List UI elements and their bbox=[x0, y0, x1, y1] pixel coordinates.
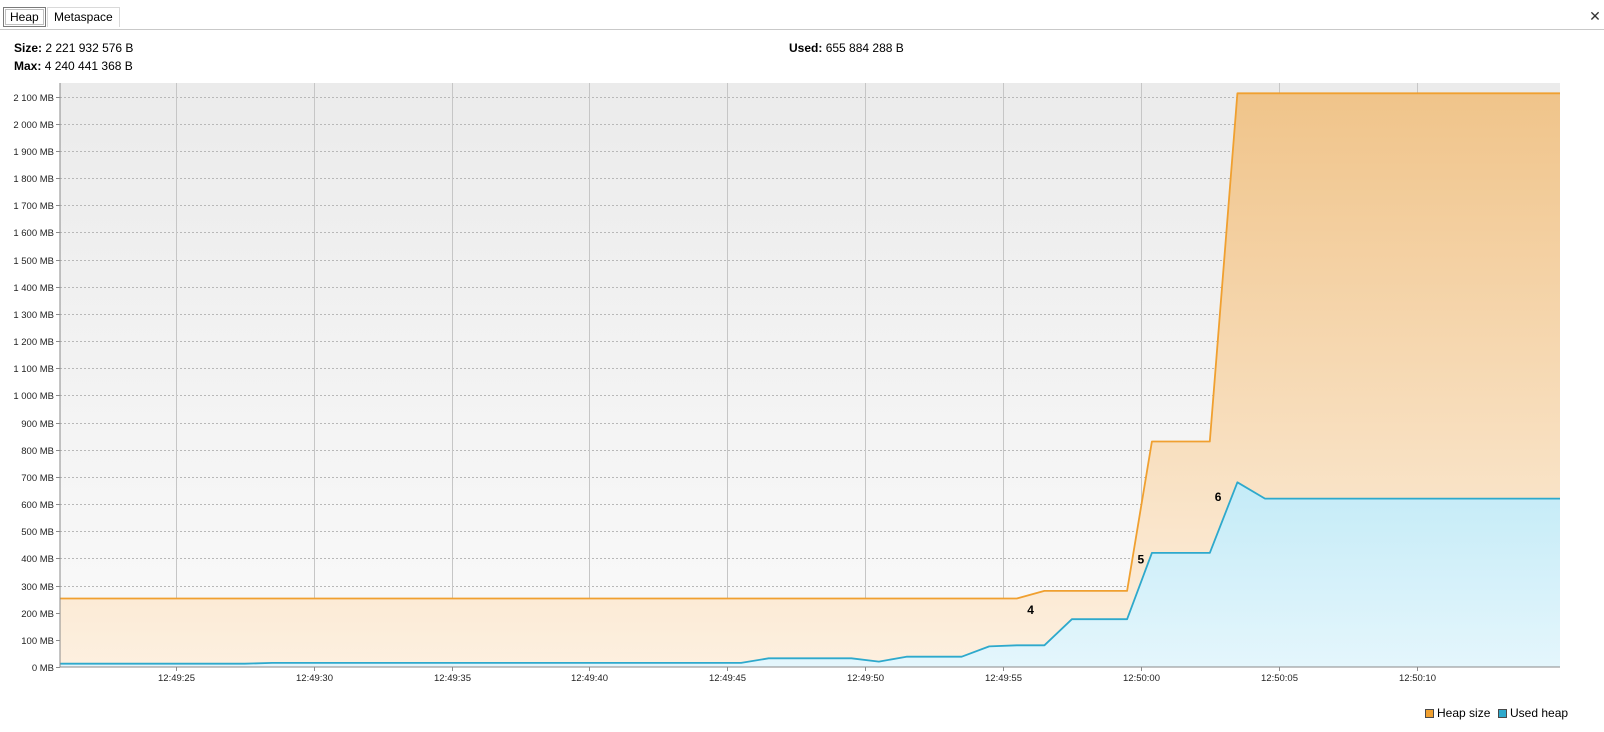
used-heap-area bbox=[60, 482, 1560, 667]
y-tick-label: 300 MB bbox=[21, 582, 54, 593]
x-tick-label: 12:49:45 bbox=[709, 673, 746, 684]
heap-size-swatch bbox=[1425, 709, 1434, 718]
used-value: 655 884 288 B bbox=[825, 41, 904, 55]
annotation-label: 6 bbox=[1215, 490, 1222, 504]
y-tick-label: 700 MB bbox=[21, 473, 54, 484]
x-tick-label: 12:50:00 bbox=[1123, 673, 1160, 684]
y-tick-label: 200 MB bbox=[21, 609, 54, 620]
y-tick-label: 1 800 MB bbox=[13, 174, 54, 185]
x-tick-label: 12:49:55 bbox=[985, 673, 1022, 684]
y-tick-label: 1 100 MB bbox=[13, 364, 54, 375]
y-tick-label: 1 600 MB bbox=[13, 228, 54, 239]
y-tick-label: 1 200 MB bbox=[13, 337, 54, 348]
legend-heap-size-label: Heap size bbox=[1437, 706, 1491, 720]
size-value: 2 221 932 576 B bbox=[45, 41, 134, 55]
y-tick-label: 1 000 MB bbox=[13, 391, 54, 402]
x-tick-label: 12:50:05 bbox=[1261, 673, 1298, 684]
size-label: Size: bbox=[14, 41, 43, 55]
x-tick-label: 12:49:50 bbox=[847, 673, 884, 684]
y-tick-label: 1 300 MB bbox=[13, 310, 54, 321]
heap-chart: 0 MB 100 MB 200 MB 300 MB 400 MB 500 MB 600 MB… bbox=[13, 83, 1560, 684]
y-tick-label: 0 MB bbox=[32, 663, 54, 674]
y-tick-label: 2 100 MB bbox=[13, 93, 54, 104]
used-stat: Used: 655 884 288 B bbox=[789, 41, 904, 55]
legend-heap-size: Heap size bbox=[1425, 706, 1490, 720]
y-tick-label: 400 MB bbox=[21, 554, 54, 565]
max-stat: Max: 4 240 441 368 B bbox=[14, 59, 133, 73]
annotations: 4 5 6 bbox=[1027, 490, 1222, 617]
used-label: Used: bbox=[789, 41, 823, 55]
annotation-label: 4 bbox=[1027, 603, 1034, 617]
heap-size-line bbox=[60, 92, 1560, 600]
series-lines bbox=[60, 92, 1560, 665]
x-tick-label: 12:49:35 bbox=[434, 673, 471, 684]
used-heap-line bbox=[60, 481, 1560, 665]
x-tick-label: 12:49:25 bbox=[158, 673, 195, 684]
legend-used-heap: Used heap bbox=[1498, 706, 1568, 720]
y-tick-label: 900 MB bbox=[21, 419, 54, 430]
used-heap-swatch bbox=[1498, 709, 1507, 718]
x-tick-label: 12:49:40 bbox=[571, 673, 608, 684]
x-tick-label: 12:50:10 bbox=[1399, 673, 1436, 684]
y-tick-label: 500 MB bbox=[21, 527, 54, 538]
max-value: 4 240 441 368 B bbox=[44, 59, 133, 73]
y-tick-label: 2 000 MB bbox=[13, 120, 54, 131]
size-stat: Size: 2 221 932 576 B bbox=[14, 41, 133, 55]
legend-used-heap-label: Used heap bbox=[1510, 706, 1569, 720]
y-tick-label: 600 MB bbox=[21, 500, 54, 511]
y-tick-label: 1 500 MB bbox=[13, 256, 54, 267]
tab-bar: Heap Metaspace ✕ bbox=[0, 0, 1604, 30]
y-tick-label: 100 MB bbox=[21, 636, 54, 647]
y-tick-label: 1 900 MB bbox=[13, 147, 54, 158]
tab-metaspace[interactable]: Metaspace bbox=[47, 7, 120, 27]
axis-ticks: 0 MB 100 MB 200 MB 300 MB 400 MB 500 MB 600 MB… bbox=[13, 93, 1436, 684]
max-label: Max: bbox=[14, 59, 42, 73]
x-tick-label: 12:49:30 bbox=[296, 673, 333, 684]
close-icon[interactable]: ✕ bbox=[1589, 8, 1601, 24]
y-tick-label: 1 700 MB bbox=[13, 201, 54, 212]
y-tick-label: 1 400 MB bbox=[13, 283, 54, 294]
heap-size-area bbox=[60, 93, 1560, 668]
series-areas bbox=[60, 93, 1560, 668]
annotation-label: 5 bbox=[1138, 553, 1145, 567]
y-tick-label: 800 MB bbox=[21, 446, 54, 457]
tab-heap[interactable]: Heap bbox=[3, 7, 46, 27]
